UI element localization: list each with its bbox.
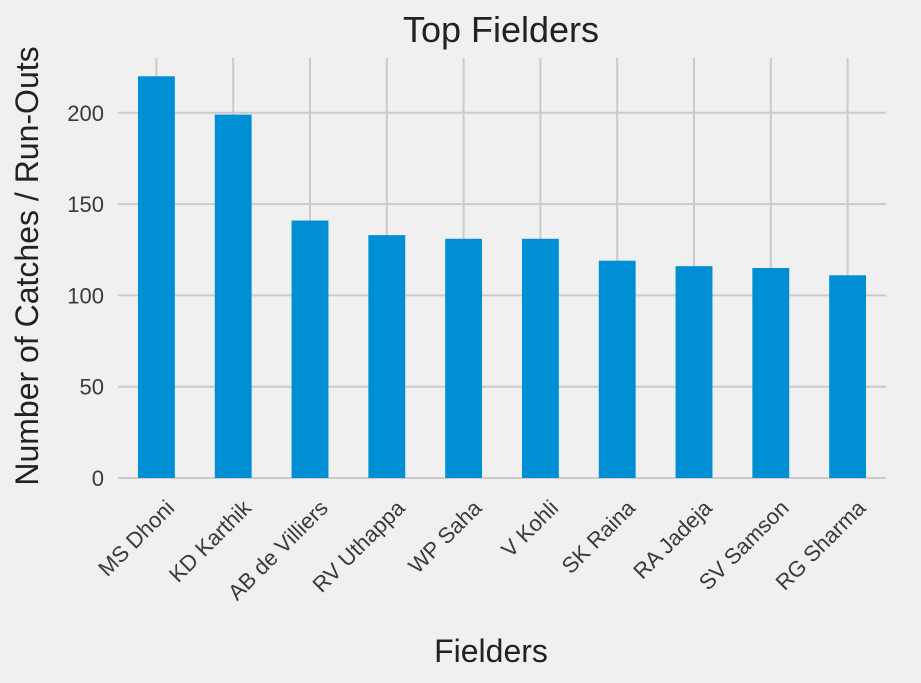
y-axis-ticks: 0 50 100 150 200 (67, 101, 104, 491)
bar (368, 235, 406, 478)
y-axis-label: Number of Catches / Run-Outs (9, 46, 45, 485)
bar (675, 266, 713, 478)
bar (598, 260, 636, 478)
bar (291, 220, 329, 479)
bar (137, 76, 175, 479)
bar (829, 275, 867, 478)
bar (445, 238, 483, 478)
bar (214, 114, 252, 478)
y-tick-label: 200 (67, 101, 104, 126)
x-axis-label: Fielders (434, 633, 548, 669)
y-tick-label: 0 (92, 466, 104, 491)
chart-title: Top Fielders (403, 9, 599, 50)
bars (137, 76, 867, 479)
y-tick-label: 100 (67, 283, 104, 308)
y-tick-label: 50 (80, 375, 104, 400)
y-tick-label: 150 (67, 192, 104, 217)
bar (521, 238, 559, 478)
bar (752, 268, 790, 478)
